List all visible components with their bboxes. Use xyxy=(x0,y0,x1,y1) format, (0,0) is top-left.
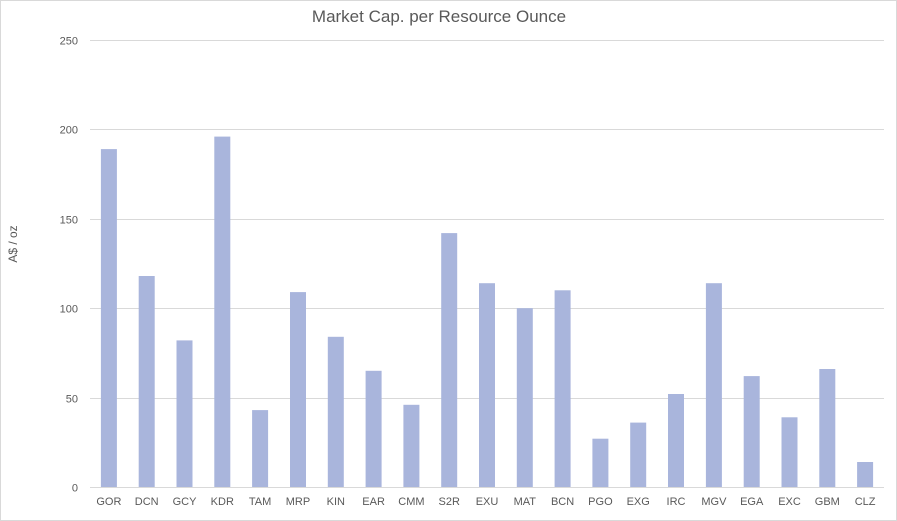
bar-mgv xyxy=(705,283,722,487)
y-tick-label: 200 xyxy=(60,125,78,137)
x-tick-label-clz: CLZ xyxy=(855,496,876,508)
y-tick-labels: 0 50 100 150 200 250 xyxy=(60,36,78,495)
bar-cmm xyxy=(403,404,420,487)
bar-exu xyxy=(479,283,495,487)
x-tick-label-tam: TAM xyxy=(249,496,271,508)
x-tick-label-s2r: S2R xyxy=(438,496,459,508)
x-tick-label-pgo: PGO xyxy=(588,496,613,508)
bar-gor xyxy=(100,149,117,487)
x-tick-label-gor: GOR xyxy=(96,496,121,508)
bar-gbm xyxy=(819,369,836,487)
bar-ega xyxy=(743,376,760,487)
bar-gcy xyxy=(176,340,193,487)
bar-kin xyxy=(327,336,344,487)
x-tick-label-irc: IRC xyxy=(667,496,686,508)
x-tick-label-mat: MAT xyxy=(514,496,537,508)
bar-kdr xyxy=(214,136,231,487)
x-tick-label-ear: EAR xyxy=(362,496,385,508)
y-tick-label: 150 xyxy=(60,215,78,227)
chart-title: Market Cap. per Resource Ounce xyxy=(312,7,566,26)
bars xyxy=(100,136,874,487)
y-tick-label: 50 xyxy=(66,394,78,406)
x-tick-label-kdr: KDR xyxy=(211,496,234,508)
x-tick-label-exg: EXG xyxy=(627,496,650,508)
x-tick-labels: GOR DCN GCY KDR TAM MRP KIN EAR CMM S2R EXU MAT BCN P… xyxy=(96,496,875,508)
y-tick-label: 250 xyxy=(60,36,78,48)
bar-exc xyxy=(781,417,798,487)
bar-bcn xyxy=(554,290,571,487)
x-tick-label-dcn: DCN xyxy=(135,496,159,508)
x-tick-label-gbm: GBM xyxy=(815,496,840,508)
bar-irc xyxy=(668,394,684,487)
x-tick-label-exu: EXU xyxy=(476,496,499,508)
x-tick-label-cmm: CMM xyxy=(398,496,424,508)
bar-mat xyxy=(516,308,533,487)
y-axis-label: A$ / oz xyxy=(6,225,20,262)
bar-pgo xyxy=(592,438,609,487)
bar-tam xyxy=(252,410,269,487)
x-tick-label-exc: EXC xyxy=(778,496,801,508)
x-tick-label-ega: EGA xyxy=(740,496,764,508)
bar-exg xyxy=(630,422,647,487)
bar-clz xyxy=(857,462,874,487)
x-tick-label-mrp: MRP xyxy=(286,496,310,508)
bar-s2r xyxy=(441,233,458,487)
bar-dcn xyxy=(138,276,155,487)
x-tick-label-gcy: GCY xyxy=(173,496,198,508)
y-tick-label: 0 xyxy=(72,483,78,495)
x-tick-label-bcn: BCN xyxy=(551,496,574,508)
x-tick-label-kin: KIN xyxy=(327,496,345,508)
y-tick-label: 100 xyxy=(60,304,78,316)
bar-ear xyxy=(365,370,382,487)
bar-mrp xyxy=(290,292,306,487)
x-tick-label-mgv: MGV xyxy=(701,496,727,508)
